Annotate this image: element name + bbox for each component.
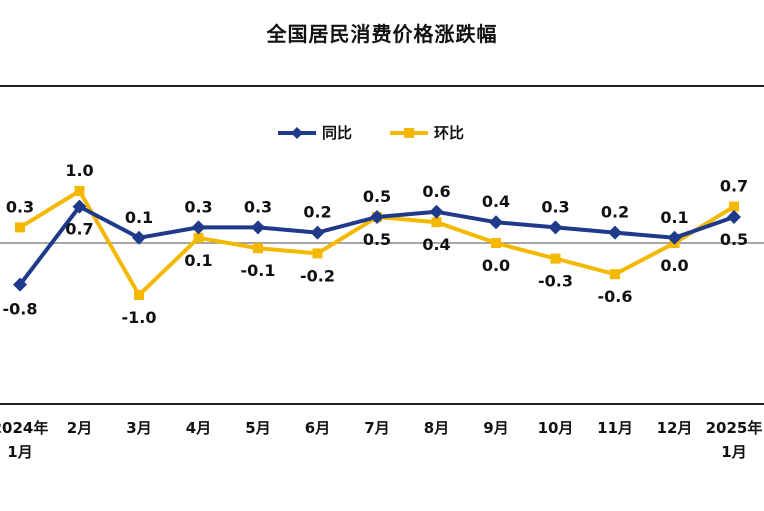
marker-0-6	[370, 210, 384, 224]
data-label-0-11: 0.1	[660, 208, 688, 227]
x-tick-5-0: 6月	[305, 419, 330, 437]
data-label-1-2: -1.0	[122, 308, 157, 327]
marker-1-1	[74, 186, 85, 196]
data-labels: -0.8 0.3 0.7 1.0 0.1 -1.0 0.3 0.1 0.3 -0.1 0.2 -0.2…	[3, 161, 749, 327]
x-tick-7-0: 8月	[424, 419, 449, 437]
data-label-1-10: -0.6	[598, 287, 633, 306]
x-tick-10-0: 11月	[597, 419, 633, 437]
x-axis-ticks: 2024年 1月 2月 3月 4月 5月 6月 7月 8月 9月 10月 11月 12月 2025年 1月	[0, 419, 762, 461]
data-label-1-3: 0.1	[184, 251, 212, 270]
data-label-0-10: 0.2	[601, 203, 629, 222]
data-label-1-1: 1.0	[65, 161, 93, 180]
data-label-1-11: 0.0	[660, 256, 688, 275]
series-markers	[13, 186, 741, 300]
marker-1-5	[312, 248, 323, 259]
marker-0-9	[548, 220, 563, 235]
legend-marker-0	[291, 127, 303, 139]
data-label-1-6: 0.5	[363, 230, 391, 249]
x-tick-3-0: 4月	[186, 419, 211, 437]
marker-1-8	[491, 238, 501, 248]
marker-0-11	[667, 230, 682, 245]
data-label-0-12: 0.5	[720, 230, 748, 249]
marker-0-2	[132, 230, 146, 245]
data-label-0-9: 0.3	[541, 197, 569, 216]
marker-0-7	[429, 204, 444, 219]
marker-1-12	[729, 201, 739, 212]
data-label-1-12: 0.7	[720, 177, 748, 196]
marker-1-10	[610, 269, 620, 280]
marker-0-10	[608, 225, 622, 240]
marker-0-5	[310, 225, 325, 240]
marker-1-2	[134, 290, 144, 300]
x-tick-4-0: 5月	[245, 419, 270, 437]
legend-label-1: 环比	[434, 124, 464, 142]
x-tick-1-0: 2月	[67, 419, 92, 437]
x-tick-0-1: 1月	[7, 443, 32, 461]
marker-0-12	[727, 210, 741, 224]
data-label-0-8: 0.4	[482, 192, 510, 211]
x-tick-12-0: 2025年	[706, 419, 763, 437]
data-label-0-4: 0.3	[244, 197, 272, 216]
x-tick-0-0: 2024年	[0, 419, 48, 437]
data-label-1-9: -0.3	[538, 272, 573, 291]
legend-marker-1	[404, 128, 414, 138]
marker-1-0	[15, 222, 25, 233]
marker-0-3	[191, 220, 206, 235]
legend-label-0: 同比	[322, 124, 352, 142]
marker-1-9	[550, 253, 561, 264]
marker-1-3	[193, 232, 204, 243]
marker-0-1	[72, 199, 87, 214]
data-label-0-7: 0.6	[422, 182, 450, 201]
x-tick-6-0: 7月	[364, 419, 389, 437]
data-label-1-7: 0.4	[422, 235, 450, 254]
data-label-0-0: -0.8	[3, 300, 38, 319]
marker-0-0	[13, 277, 27, 292]
x-tick-11-0: 12月	[657, 419, 693, 437]
data-label-0-3: 0.3	[184, 197, 212, 216]
x-tick-9-0: 10月	[538, 419, 574, 437]
data-label-0-2: 0.1	[125, 208, 153, 227]
data-label-1-0: 0.3	[6, 197, 34, 216]
marker-1-7	[431, 217, 442, 228]
plot-frame	[0, 85, 764, 405]
x-tick-12-1: 1月	[721, 443, 746, 461]
marker-0-4	[251, 220, 265, 235]
data-label-0-1: 0.7	[65, 220, 93, 239]
legend: 同比 环比	[278, 124, 464, 142]
data-label-1-5: -0.2	[300, 266, 335, 285]
marker-1-4	[253, 243, 263, 254]
data-label-0-6: 0.5	[363, 187, 391, 206]
x-tick-2-0: 3月	[126, 419, 151, 437]
data-label-1-8: 0.0	[482, 256, 510, 275]
data-label-1-4: -0.1	[241, 261, 276, 280]
data-label-0-5: 0.2	[303, 203, 331, 222]
marker-0-8	[489, 215, 503, 230]
chart-title: 全国居民消费价格涨跌幅	[266, 22, 498, 46]
x-tick-8-0: 9月	[483, 419, 508, 437]
